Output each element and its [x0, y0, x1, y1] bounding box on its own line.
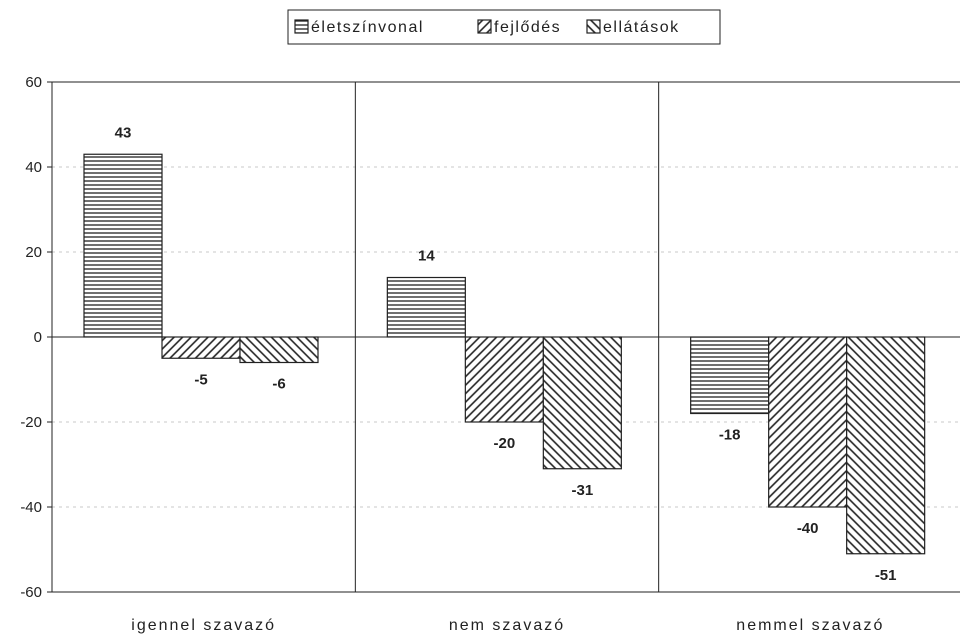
data-label: 14: [418, 248, 435, 265]
y-tick-label: 40: [25, 159, 42, 176]
x-axis-categories: igennel szavazó nem szavazó nemmel szavazó: [131, 617, 884, 634]
legend-swatch-ellatasok: [586, 19, 601, 34]
bar: [83, 153, 163, 338]
legend-box: [287, 9, 721, 45]
bar: [161, 336, 241, 359]
category-label: nem szavazó: [449, 617, 565, 634]
value-labels: 43 14 -18 -5 -20 -40 -6 -31 -51: [115, 124, 897, 584]
legend-label-ellatasok: ellátások: [603, 19, 680, 36]
bar: [239, 336, 319, 364]
bar: [690, 336, 770, 415]
y-tick-label: 0: [34, 329, 42, 346]
y-tick-label: -40: [20, 499, 42, 516]
y-axis-ticks: 60 40 20 0 -20 -40 -60: [20, 74, 52, 601]
data-label: -18: [719, 427, 741, 444]
legend-label-eletszinvonal: életszínvonal: [311, 19, 424, 36]
y-tick-label: -20: [20, 414, 42, 431]
bar: [386, 276, 466, 338]
data-label: -6: [272, 376, 285, 393]
plot-frame: [51, 81, 960, 593]
bar: [542, 336, 622, 470]
bars: [83, 153, 926, 555]
data-label: 43: [115, 124, 132, 141]
category-label: nemmel szavazó: [736, 617, 884, 634]
data-label: -20: [493, 435, 515, 452]
bar: [464, 336, 544, 423]
data-label: -31: [571, 482, 593, 499]
y-tick-label: -60: [20, 584, 42, 601]
data-label: -5: [194, 371, 207, 388]
bar: [846, 336, 926, 555]
legend-label-fejlodes: fejlődés: [494, 19, 561, 36]
data-label: -40: [797, 520, 819, 537]
legend-swatch-fejlodes: [477, 19, 492, 34]
y-tick-label: 60: [25, 74, 42, 91]
y-tick-label: 20: [25, 244, 42, 261]
category-label: igennel szavazó: [131, 617, 276, 634]
data-label: -51: [875, 567, 897, 584]
legend-swatch-eletszinvonal: [294, 19, 309, 34]
legend: életszínvonal fejlődés ellátások: [287, 9, 721, 45]
bar: [768, 336, 848, 508]
